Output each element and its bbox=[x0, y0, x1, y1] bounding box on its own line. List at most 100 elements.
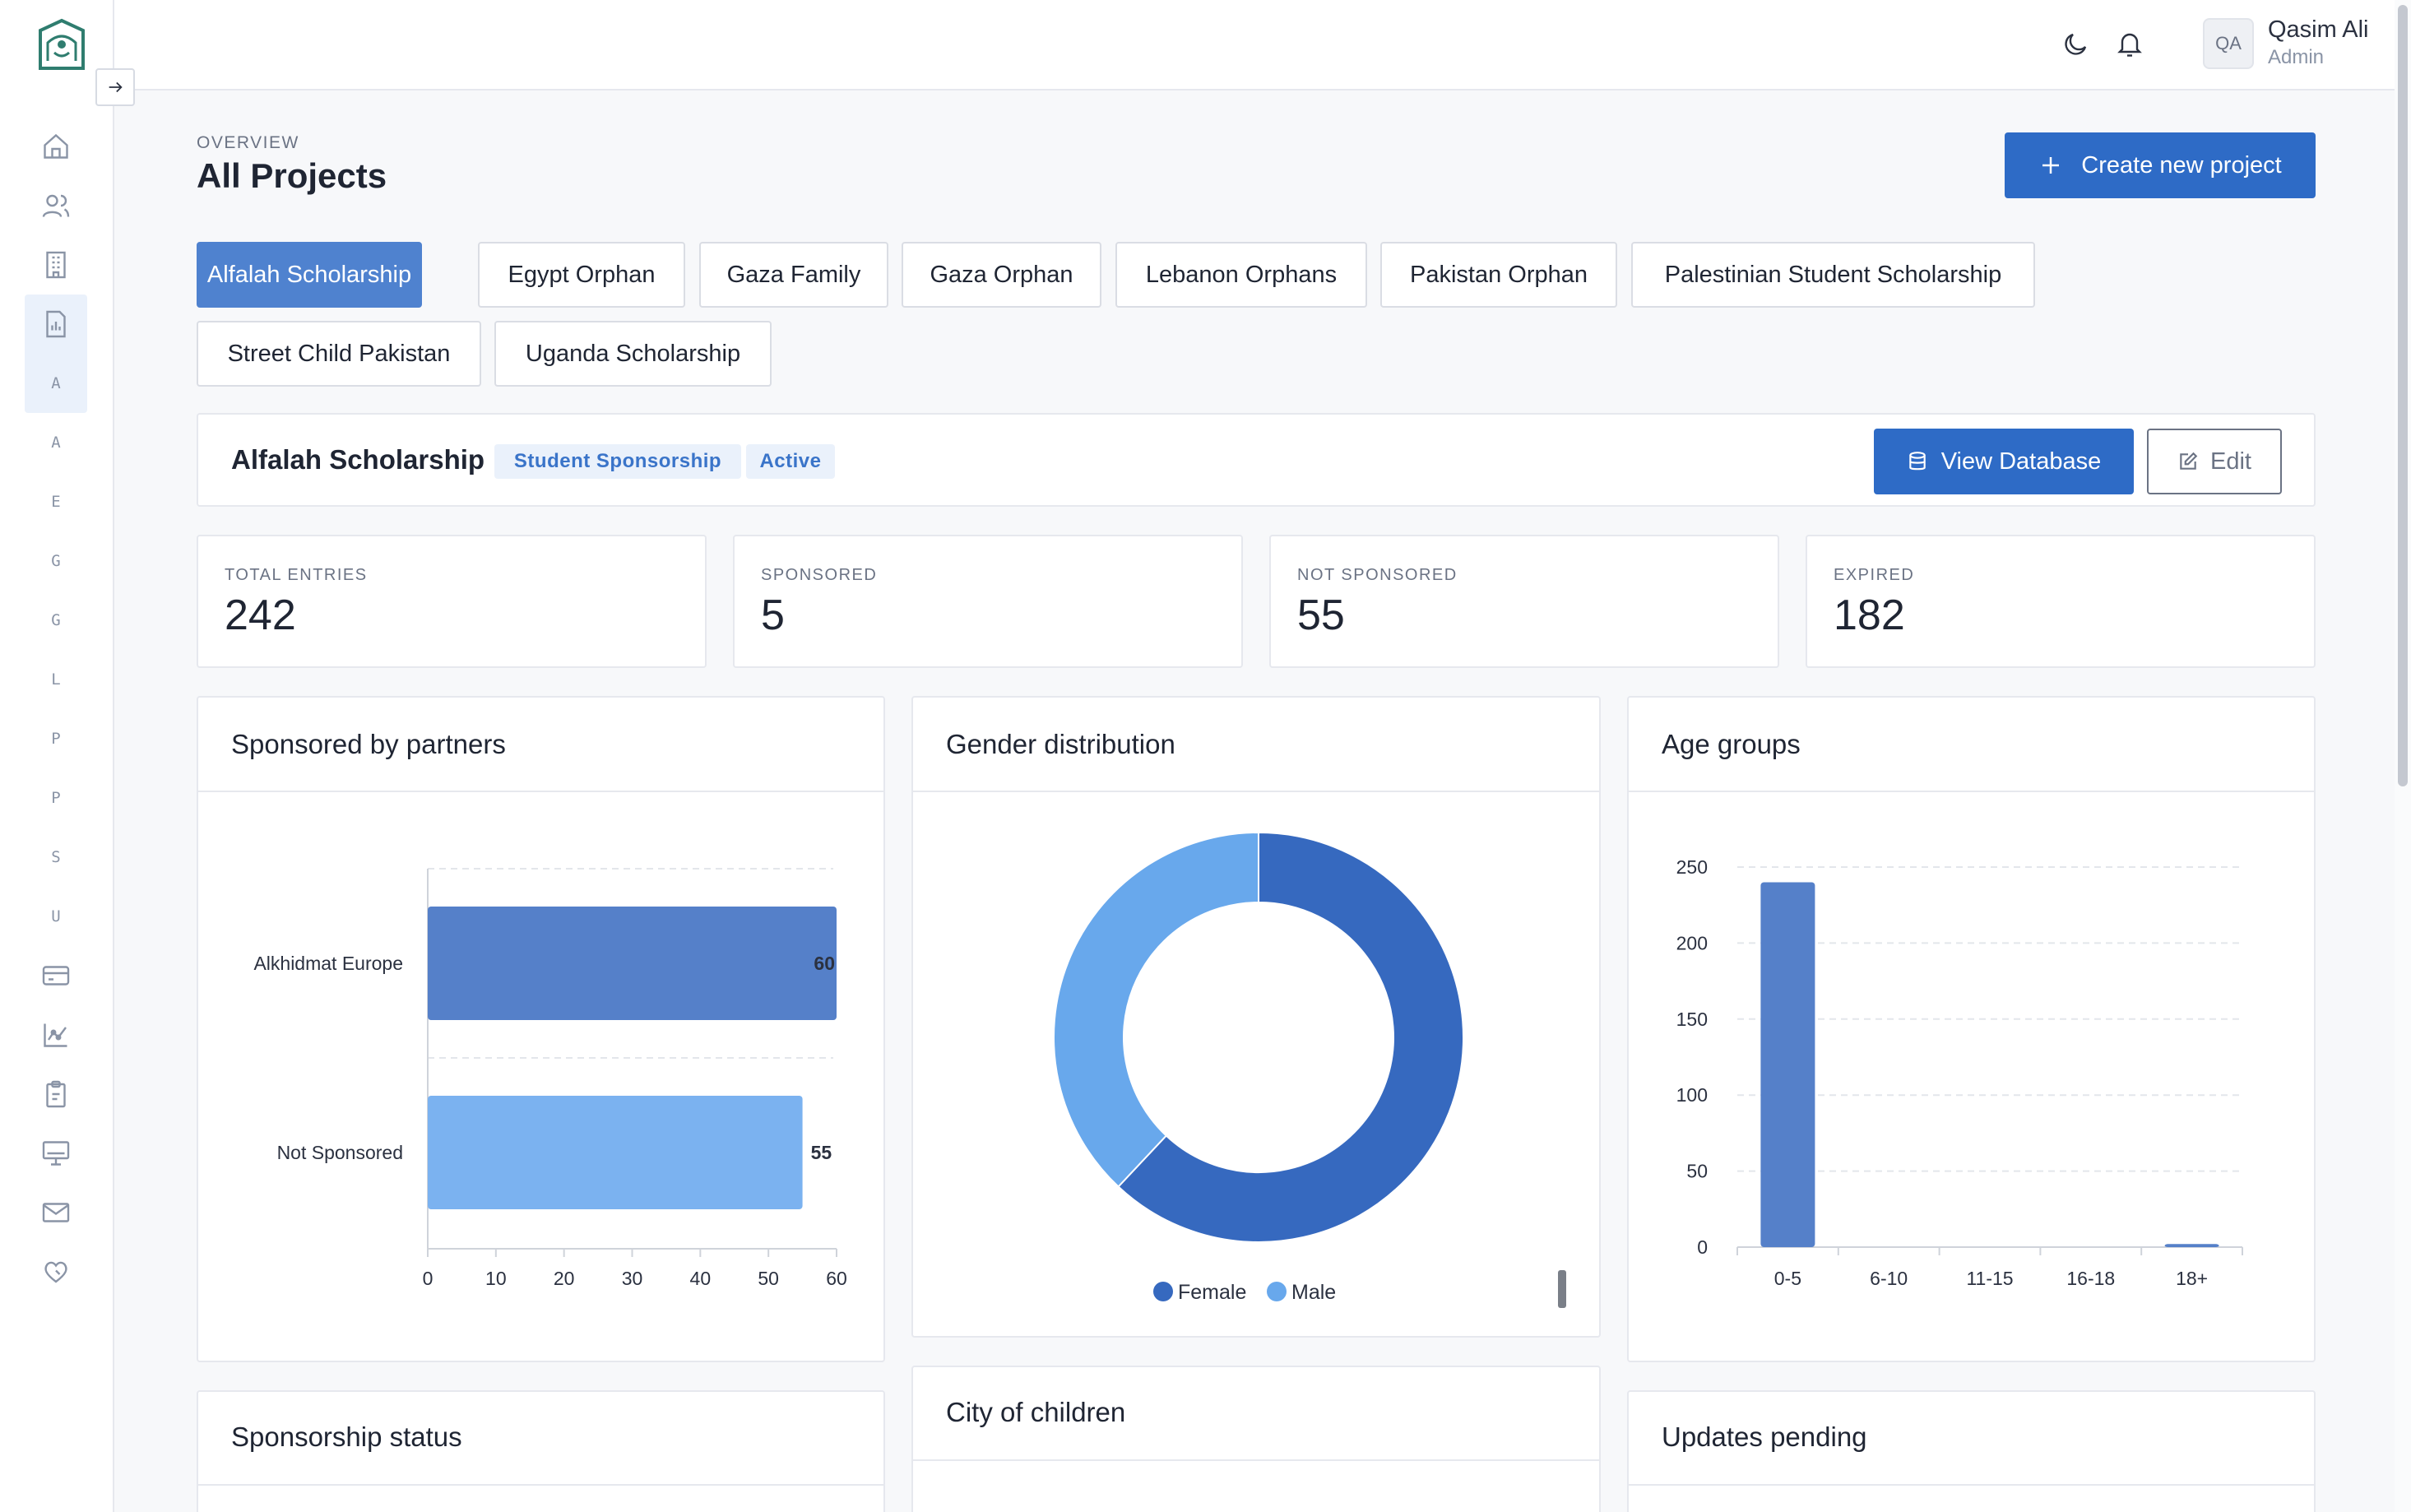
nav-letter-label: S bbox=[51, 848, 61, 866]
edit-label: Edit bbox=[2210, 448, 2251, 475]
tab-project[interactable]: Gaza Family bbox=[699, 242, 888, 308]
gender-donut-chart: Female Male bbox=[1053, 831, 1464, 1304]
chart-line-icon bbox=[44, 1023, 67, 1047]
stat-card-not-sponsored: NOT SPONSORED 55 bbox=[1269, 535, 1779, 668]
x-tick-label: 6-10 bbox=[1870, 1268, 1908, 1289]
tab-project[interactable]: Uganda Scholarship bbox=[494, 321, 772, 387]
sponsorship-status-panel: Sponsorship status bbox=[197, 1390, 885, 1512]
project-name: Alfalah Scholarship bbox=[231, 444, 485, 475]
nav-project-letter[interactable]: E bbox=[25, 472, 87, 531]
bar bbox=[428, 1096, 803, 1209]
stat-value: 182 bbox=[1834, 591, 1905, 639]
notifications-button[interactable] bbox=[2113, 28, 2146, 61]
legend-label: Male bbox=[1291, 1281, 1336, 1304]
tab-project[interactable]: Pakistan Orphan bbox=[1380, 242, 1617, 308]
tab-project[interactable]: Alfalah Scholarship bbox=[197, 242, 422, 308]
monitor-icon bbox=[42, 1141, 70, 1166]
updates-pending-panel: Updates pending bbox=[1627, 1390, 2316, 1512]
nav-project-letter[interactable]: U bbox=[25, 887, 87, 946]
nav-project-letter[interactable]: S bbox=[25, 828, 87, 887]
legend-swatch bbox=[1153, 1282, 1173, 1301]
nav-project-letter[interactable]: L bbox=[25, 650, 87, 709]
nav-payments[interactable] bbox=[25, 946, 87, 1005]
page-title: All Projects bbox=[197, 156, 387, 195]
nav-letter-label: A bbox=[51, 374, 61, 392]
nav-projects-group: A bbox=[25, 295, 87, 413]
view-database-button[interactable]: View Database bbox=[1874, 429, 2134, 494]
tab-project[interactable]: Street Child Pakistan bbox=[197, 321, 481, 387]
nav-letter-label: G bbox=[51, 611, 61, 629]
nav-project-letter[interactable]: P bbox=[25, 709, 87, 768]
edit-button[interactable]: Edit bbox=[2147, 429, 2282, 494]
y-tick-label: 200 bbox=[1676, 932, 1708, 953]
nav-analytics[interactable] bbox=[25, 1005, 87, 1064]
bell-icon bbox=[2117, 33, 2142, 57]
users-icon bbox=[42, 194, 70, 217]
scrollbar-thumb[interactable] bbox=[2398, 5, 2408, 786]
nav-project-letter[interactable]: G bbox=[25, 591, 87, 650]
page-overline: OVERVIEW bbox=[197, 133, 299, 152]
panel-divider bbox=[198, 791, 883, 792]
tab-project[interactable]: Palestinian Student Scholarship bbox=[1631, 242, 2035, 308]
stat-card-expired: EXPIRED 182 bbox=[1806, 535, 2316, 668]
panel-divider bbox=[913, 791, 1599, 792]
top-header: QA Qasim Ali Admin bbox=[114, 0, 2411, 90]
page-scrollbar[interactable] bbox=[2395, 0, 2411, 1512]
nav-tasks[interactable] bbox=[25, 1064, 87, 1124]
sidebar: A A E G G L P P S U bbox=[0, 0, 114, 1512]
home-icon bbox=[44, 133, 68, 159]
panel-divider bbox=[1629, 791, 2314, 792]
project-type-badge: Student Sponsorship bbox=[494, 444, 741, 479]
panel-divider bbox=[913, 1459, 1599, 1461]
partners-chart-panel: Sponsored by partners Alkhidmat Europe 60… bbox=[197, 696, 885, 1362]
avatar[interactable]: QA bbox=[2203, 18, 2254, 69]
nav-users[interactable] bbox=[25, 176, 87, 235]
x-tick-label: 11-15 bbox=[1966, 1268, 2013, 1289]
x-tick-label: 40 bbox=[690, 1268, 712, 1289]
sidebar-collapse-button[interactable] bbox=[95, 68, 135, 106]
nav-messages[interactable] bbox=[25, 1183, 87, 1242]
x-tick-label: 0-5 bbox=[1774, 1268, 1801, 1289]
sidebar-nav: A A E G G L P P S U bbox=[25, 117, 87, 1301]
create-project-label: Create new project bbox=[2081, 151, 2282, 179]
tab-project[interactable]: Gaza Orphan bbox=[902, 242, 1101, 308]
x-tick-label: 16-18 bbox=[2066, 1268, 2115, 1289]
nav-home[interactable] bbox=[25, 117, 87, 176]
nav-donations[interactable] bbox=[25, 1242, 87, 1301]
x-tick-label: 20 bbox=[554, 1268, 575, 1289]
tab-project[interactable]: Egypt Orphan bbox=[478, 242, 685, 308]
nav-letter-label: P bbox=[51, 730, 61, 748]
nav-project-letter[interactable]: A bbox=[25, 413, 87, 472]
bar bbox=[2164, 1244, 2219, 1247]
x-tick-label: 30 bbox=[622, 1268, 643, 1289]
x-tick-label: 50 bbox=[758, 1268, 779, 1289]
legend-scroll-handle[interactable] bbox=[1558, 1270, 1566, 1308]
edit-icon bbox=[2180, 452, 2198, 470]
panel-divider bbox=[1629, 1484, 2314, 1486]
stat-label: NOT SPONSORED bbox=[1297, 566, 1458, 584]
panel-divider bbox=[198, 1484, 883, 1486]
bar bbox=[428, 907, 837, 1020]
nav-project-letter[interactable]: G bbox=[25, 531, 87, 591]
nav-project-letter[interactable]: A bbox=[25, 354, 87, 413]
x-tick-label: 10 bbox=[485, 1268, 507, 1289]
y-tick-label: 50 bbox=[1686, 1161, 1708, 1182]
nav-organizations[interactable] bbox=[25, 235, 87, 295]
nav-projects[interactable] bbox=[25, 295, 87, 354]
stat-label: SPONSORED bbox=[761, 566, 878, 584]
create-project-button[interactable]: Create new project bbox=[2005, 132, 2316, 198]
status-badge: Active bbox=[746, 444, 835, 479]
tab-project[interactable]: Lebanon Orphans bbox=[1115, 242, 1367, 308]
plus-icon bbox=[2042, 157, 2060, 174]
user-name: Qasim Ali bbox=[2268, 16, 2369, 43]
theme-toggle-button[interactable] bbox=[2059, 28, 2092, 61]
nav-project-letter[interactable]: P bbox=[25, 768, 87, 828]
panel-title: Gender distribution bbox=[946, 729, 1175, 759]
app-logo[interactable] bbox=[36, 18, 87, 71]
nav-letter-label: P bbox=[51, 789, 61, 807]
bar bbox=[1760, 882, 1815, 1247]
nav-letter-label: U bbox=[51, 907, 61, 925]
stat-value: 242 bbox=[225, 591, 296, 639]
nav-display[interactable] bbox=[25, 1124, 87, 1183]
data-label: 55 bbox=[811, 1142, 832, 1163]
